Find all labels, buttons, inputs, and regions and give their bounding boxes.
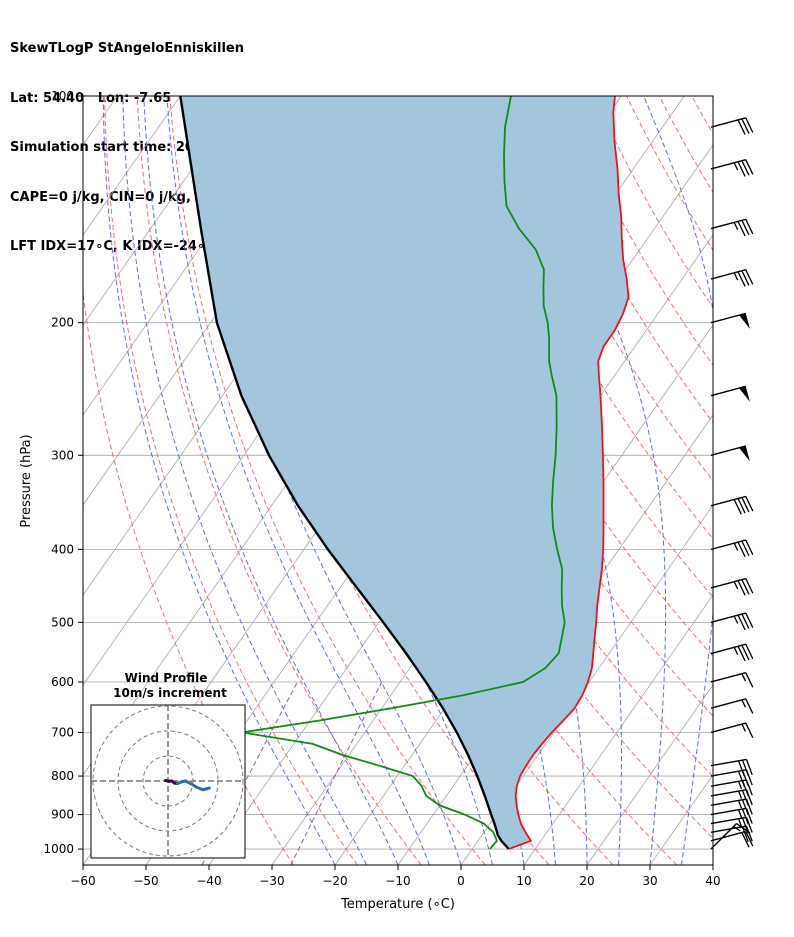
moist-adiabat-line: [102, 96, 336, 865]
wind-barb: [710, 830, 754, 848]
isotherm-line: [586, 684, 713, 865]
wind-barb: [710, 722, 754, 739]
wind-barb: [710, 643, 754, 662]
axes: −60 −50 −40 −30 −20 −10 0 10 20 30 40 1000 900 800 700…: [43, 89, 720, 888]
hodograph-subtitle: 10m/s increment: [113, 686, 227, 700]
hodograph-segment: [201, 786, 211, 792]
dry-adiabat-line: [169, 96, 486, 865]
wind-barb: [710, 758, 753, 777]
dry-adiabat-line: [691, 96, 713, 135]
x-axis-label: Temperature (∘C): [340, 897, 455, 912]
isotherm-line: [649, 774, 713, 865]
moist-adiabat-line: [712, 861, 713, 865]
wind-barb: [710, 577, 754, 596]
x-tick-label: −50: [133, 874, 158, 888]
wind-barb: [710, 788, 753, 806]
chart-title: SkewTLogP StAngeloEnniskillen: [10, 41, 244, 56]
x-tick-label: 10: [516, 874, 531, 888]
wind-barb: [710, 698, 754, 714]
wind-barbs: [710, 117, 754, 850]
y-tick-label: 500: [51, 615, 74, 629]
isotherm-line: [83, 96, 181, 236]
x-tick-label: −10: [385, 874, 410, 888]
moist-adiabat-line: [143, 96, 399, 865]
isotherm-line: [460, 504, 713, 865]
hodograph-inset: [90, 704, 246, 859]
moist-adiabat-line: [166, 96, 430, 865]
dry-adiabat-line: [658, 96, 713, 194]
wind-barb: [710, 825, 753, 843]
y-tick-label: 300: [51, 448, 74, 462]
y-tick-label: 200: [51, 316, 74, 330]
mixing-ratio-line: [290, 681, 383, 865]
dry-adiabat-line: [136, 96, 422, 865]
wind-barb: [710, 671, 754, 688]
dry-adiabat-line: [626, 96, 713, 252]
dewpoint-line: [241, 96, 566, 850]
x-tick-label: −40: [196, 874, 221, 888]
wind-barb: [710, 816, 753, 834]
x-tick-label: 40: [705, 874, 720, 888]
wind-barb: [710, 158, 754, 177]
wind-barb: [710, 612, 754, 631]
wind-barb: [710, 218, 754, 237]
moist-adiabat-line: [122, 96, 367, 865]
y-tick-label: 400: [51, 542, 74, 556]
hodograph-plot: [91, 705, 245, 858]
y-tick-label: 1000: [43, 842, 74, 856]
dry-adiabat-line: [560, 96, 713, 367]
hodograph-title: Wind Profile: [125, 671, 208, 685]
x-tick-label: 0: [457, 874, 465, 888]
dry-adiabat-line: [593, 96, 713, 309]
y-tick-label: 100: [51, 89, 74, 103]
wind-barb: [710, 807, 753, 825]
wind-barb: [710, 798, 753, 816]
x-tick-label: 30: [642, 874, 657, 888]
x-tick-label: −20: [322, 874, 347, 888]
parcel-profile-line: [179, 96, 510, 850]
moist-adiabat-line: [643, 96, 713, 865]
cape-shaded-area: [180, 96, 629, 849]
y-tick-label: 900: [51, 808, 74, 822]
y-axis-label: Pressure (hPa): [19, 434, 34, 527]
wind-barb: [710, 385, 750, 402]
dry-adiabat-line: [725, 96, 794, 865]
y-tick-label: 800: [51, 769, 74, 783]
isotherm-line: [712, 864, 713, 865]
wind-barb: [710, 769, 753, 787]
isotherm-line: [523, 594, 713, 865]
series-layer: [179, 96, 630, 850]
wind-barb: [710, 269, 754, 287]
wind-barb: [710, 445, 750, 462]
x-tick-label: −30: [259, 874, 284, 888]
dry-adiabat-line: [104, 96, 358, 865]
dry-adiabat-line: [790, 96, 794, 865]
x-tick-label: 20: [579, 874, 594, 888]
cape-fill-layer: [180, 96, 629, 849]
grid-layer: [83, 96, 794, 865]
moist-adiabat-line: [192, 96, 462, 865]
wind-barb: [710, 117, 754, 135]
isotherm-line: [83, 96, 244, 326]
wind-barb: [710, 495, 754, 515]
temperature-line: [508, 96, 630, 850]
y-tick-label: 700: [51, 725, 74, 739]
chart-location: Lat: 54.40 Lon: -7.65: [10, 90, 172, 106]
wind-barb: [710, 539, 754, 558]
wind-barb: [710, 312, 750, 329]
dry-adiabat-line: [757, 96, 794, 865]
x-tick-label: −60: [70, 874, 95, 888]
y-tick-label: 600: [51, 675, 74, 689]
wind-barb: [710, 779, 753, 797]
